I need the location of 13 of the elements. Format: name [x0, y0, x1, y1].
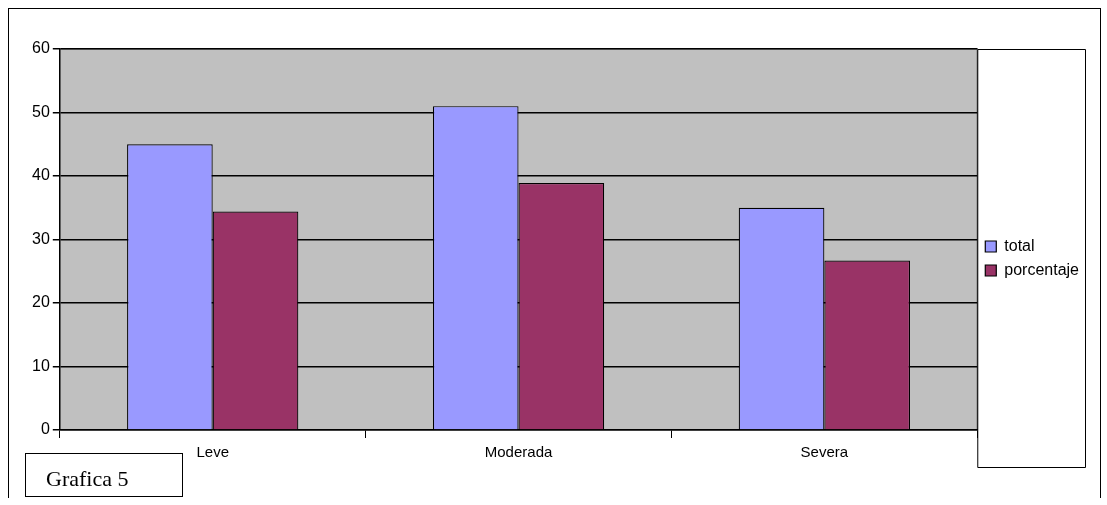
legend-label: total: [1004, 236, 1035, 254]
y-tick-label: 20: [32, 293, 50, 311]
legend-label: porcentaje: [1004, 260, 1080, 278]
y-tick-label: 0: [40, 420, 50, 438]
y-tick-label: 10: [32, 356, 50, 374]
text: Grafica 5: [25, 453, 183, 497]
y-tick-label: 50: [32, 102, 50, 120]
y-tick-label: 30: [32, 229, 50, 247]
x-tick-label: Moderada: [484, 443, 553, 461]
y-tick-label: 60: [32, 39, 50, 57]
x-tick-label: Severa: [800, 443, 849, 461]
x-tick-label: Leve: [196, 443, 229, 461]
y-tick-label: 40: [32, 166, 50, 184]
